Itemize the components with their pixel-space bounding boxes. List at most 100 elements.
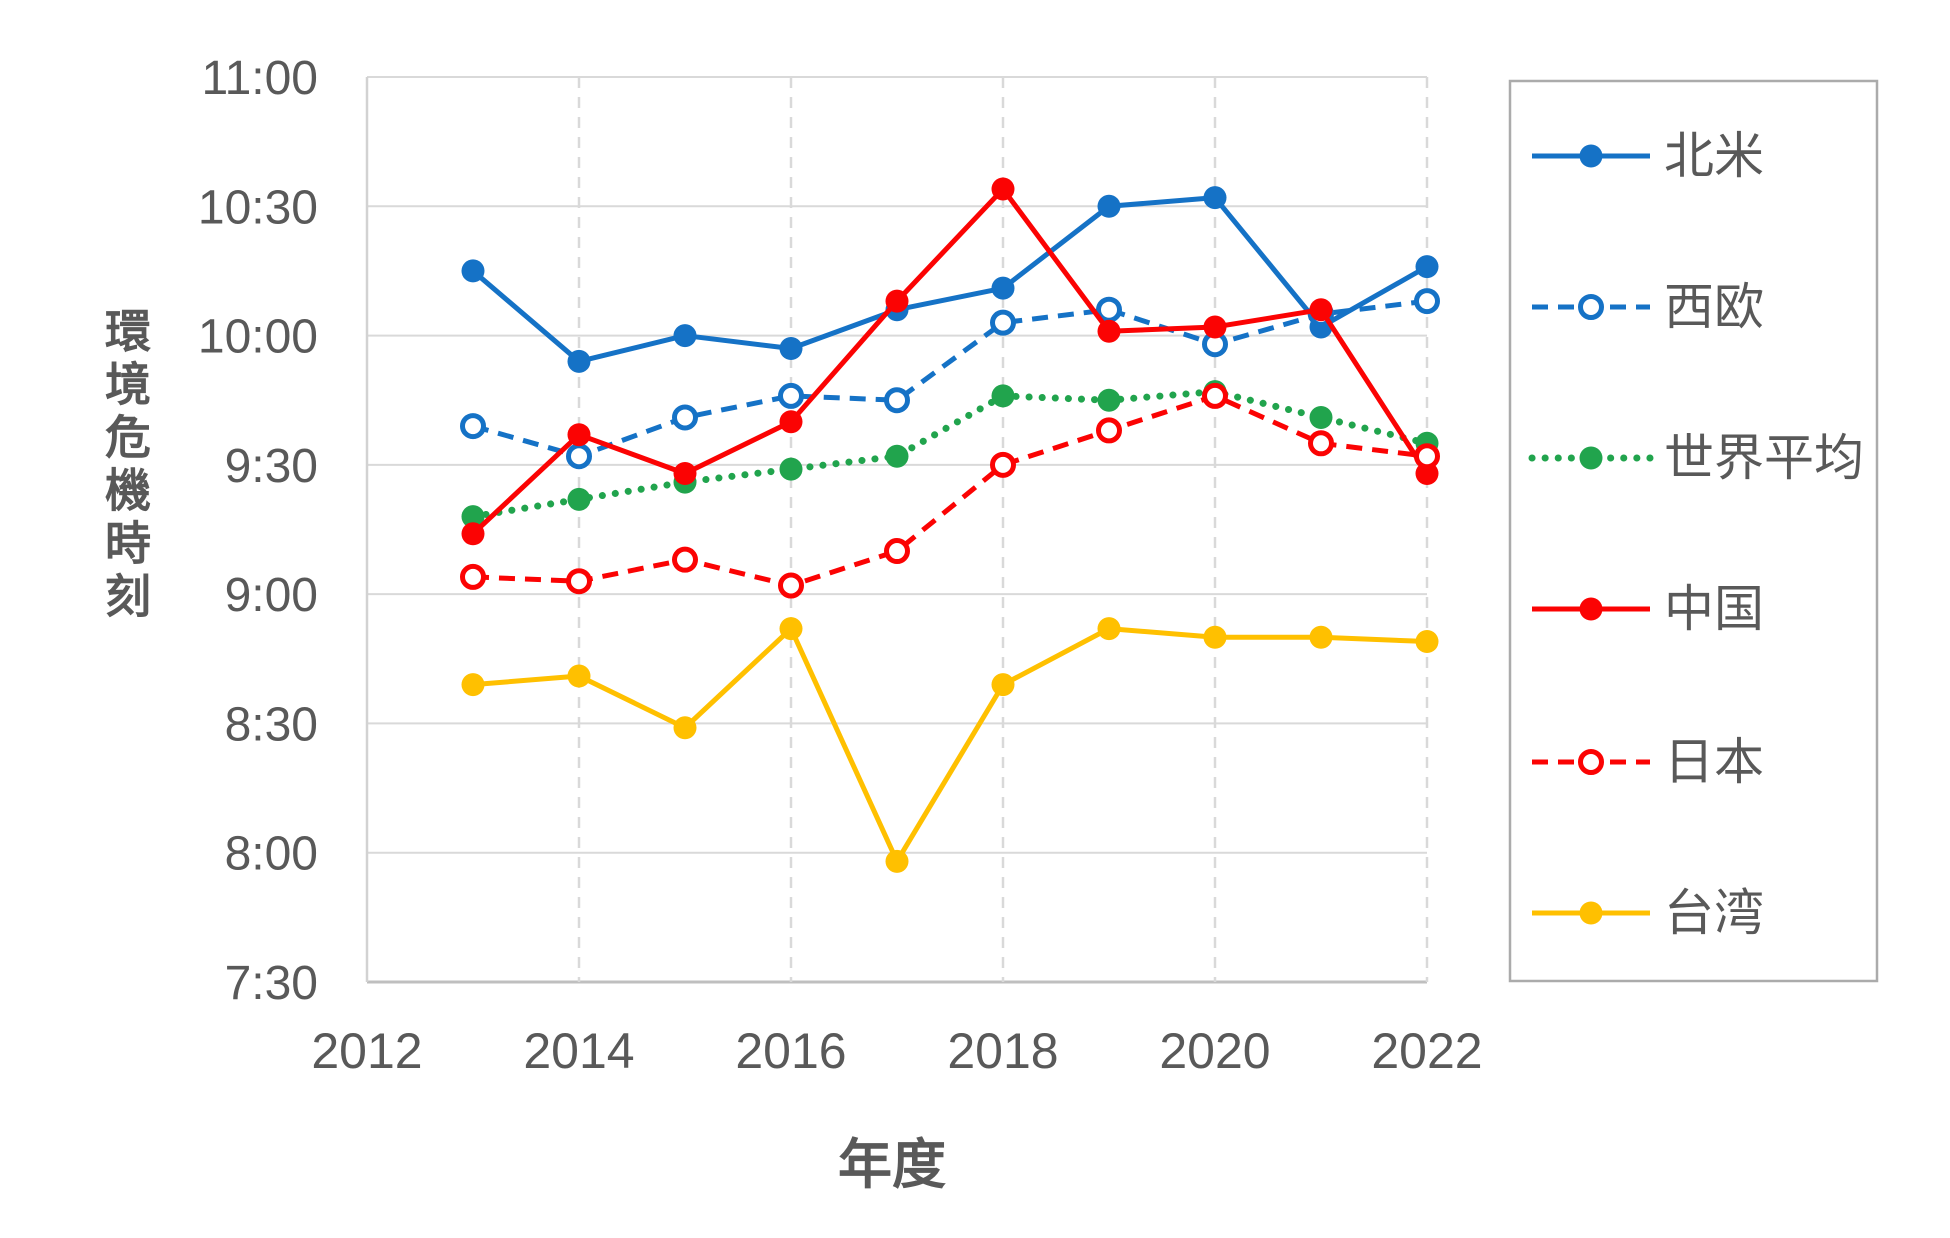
data-point-world-average bbox=[1097, 388, 1121, 412]
data-point-japan bbox=[884, 538, 910, 565]
y-tick-label: 8:00 bbox=[225, 828, 318, 881]
data-point-japan bbox=[778, 572, 804, 599]
data-point-western-europe bbox=[566, 443, 592, 470]
data-point-japan bbox=[1096, 417, 1122, 444]
x-tick-label: 2018 bbox=[947, 1023, 1058, 1079]
data-point-taiwan bbox=[461, 673, 485, 697]
data-point-world-average bbox=[461, 505, 485, 529]
legend-item-western-europe: 西欧 bbox=[1532, 279, 1764, 335]
series-line-taiwan bbox=[472, 626, 1428, 864]
data-point-japan bbox=[1202, 382, 1228, 409]
legend-marker bbox=[1579, 901, 1603, 925]
legend-item-japan: 日本 bbox=[1532, 734, 1764, 790]
data-point-china bbox=[461, 522, 485, 546]
y-tick-label: 10:00 bbox=[198, 311, 318, 364]
data-point-western-europe bbox=[1096, 296, 1122, 323]
legend-marker bbox=[1579, 597, 1603, 621]
series-japan bbox=[460, 382, 1440, 599]
x-tick-label: 2014 bbox=[523, 1023, 634, 1079]
legend-marker bbox=[1579, 446, 1603, 470]
data-point-taiwan bbox=[1309, 625, 1333, 649]
legend-item-taiwan: 台湾 bbox=[1532, 885, 1764, 941]
y-tick-label: 7:30 bbox=[225, 957, 318, 1010]
data-point-japan bbox=[990, 451, 1016, 478]
series-china bbox=[461, 177, 1439, 546]
legend-item-world-average: 世界平均 bbox=[1528, 430, 1864, 486]
data-point-china bbox=[1097, 319, 1121, 343]
legend-marker bbox=[1578, 749, 1604, 775]
data-point-north-america bbox=[567, 349, 591, 373]
data-point-western-europe bbox=[460, 413, 486, 440]
data-point-taiwan bbox=[779, 617, 803, 641]
data-point-taiwan bbox=[1097, 617, 1121, 641]
y-tick-label: 9:00 bbox=[225, 569, 318, 622]
legend-item-china: 中国 bbox=[1532, 581, 1764, 637]
legend-label-world-average: 世界平均 bbox=[1664, 430, 1864, 486]
data-point-north-america bbox=[1097, 194, 1121, 218]
series-line-china bbox=[471, 186, 1430, 536]
data-point-china bbox=[885, 289, 909, 313]
data-point-world-average bbox=[779, 457, 803, 481]
data-point-world-average bbox=[991, 384, 1015, 408]
series-taiwan bbox=[461, 617, 1439, 873]
y-tick-label: 9:30 bbox=[225, 440, 318, 493]
data-point-western-europe bbox=[672, 404, 698, 431]
series-line-north-america bbox=[471, 195, 1429, 364]
data-point-china bbox=[1203, 315, 1227, 339]
data-point-western-europe bbox=[778, 382, 804, 409]
x-tick-label: 2020 bbox=[1159, 1023, 1270, 1079]
legend-label-china: 中国 bbox=[1664, 581, 1764, 637]
series-line-world-average bbox=[469, 388, 1431, 521]
data-point-japan bbox=[672, 546, 698, 573]
x-tick-label: 2016 bbox=[735, 1023, 846, 1079]
legend-box bbox=[1508, 79, 1879, 983]
data-point-china bbox=[567, 423, 591, 447]
data-point-north-america bbox=[1415, 255, 1439, 279]
data-point-taiwan bbox=[567, 664, 591, 688]
x-axis-title: 年度 bbox=[838, 1135, 946, 1195]
legend-marker bbox=[1578, 294, 1604, 320]
data-point-taiwan bbox=[1415, 630, 1439, 654]
data-point-taiwan bbox=[991, 673, 1015, 697]
data-point-western-europe bbox=[990, 309, 1016, 336]
data-point-china bbox=[991, 177, 1015, 201]
data-point-china bbox=[779, 410, 803, 434]
data-point-japan bbox=[1414, 443, 1440, 470]
legend-label-japan: 日本 bbox=[1664, 734, 1764, 790]
legend-label-north-america: 北米 bbox=[1664, 128, 1764, 184]
legend-marker bbox=[1579, 144, 1603, 168]
series-line-japan bbox=[472, 393, 1428, 589]
data-point-taiwan bbox=[885, 849, 909, 873]
data-point-western-europe bbox=[1414, 288, 1440, 315]
y-tick-label: 8:30 bbox=[225, 698, 318, 751]
data-point-north-america bbox=[779, 337, 803, 360]
y-tick-label: 11:00 bbox=[201, 52, 318, 105]
data-point-japan bbox=[460, 563, 486, 590]
data-point-japan bbox=[1308, 430, 1334, 457]
data-point-north-america bbox=[1203, 186, 1227, 210]
legend-label-taiwan: 台湾 bbox=[1664, 885, 1764, 941]
data-point-north-america bbox=[991, 276, 1015, 300]
data-point-china bbox=[673, 461, 697, 485]
legend-label-western-europe: 西欧 bbox=[1664, 279, 1764, 335]
data-point-north-america bbox=[461, 259, 485, 283]
legend-item-north-america: 北米 bbox=[1532, 128, 1764, 184]
y-axis-title: 環境危機時刻 bbox=[99, 307, 151, 625]
x-tick-label: 2022 bbox=[1371, 1023, 1482, 1079]
x-tick-label: 2012 bbox=[311, 1023, 422, 1079]
series-line-western-europe bbox=[472, 298, 1428, 459]
data-point-world-average bbox=[567, 487, 591, 511]
data-point-japan bbox=[566, 568, 592, 595]
y-tick-label: 10:30 bbox=[198, 181, 318, 234]
series-western-europe bbox=[460, 288, 1440, 470]
data-point-north-america bbox=[673, 324, 697, 348]
data-point-taiwan bbox=[1203, 625, 1227, 649]
data-point-taiwan bbox=[673, 716, 697, 740]
data-point-world-average bbox=[885, 444, 909, 468]
data-point-world-average bbox=[1309, 405, 1333, 429]
series-north-america bbox=[461, 186, 1439, 373]
data-point-western-europe bbox=[884, 387, 910, 414]
